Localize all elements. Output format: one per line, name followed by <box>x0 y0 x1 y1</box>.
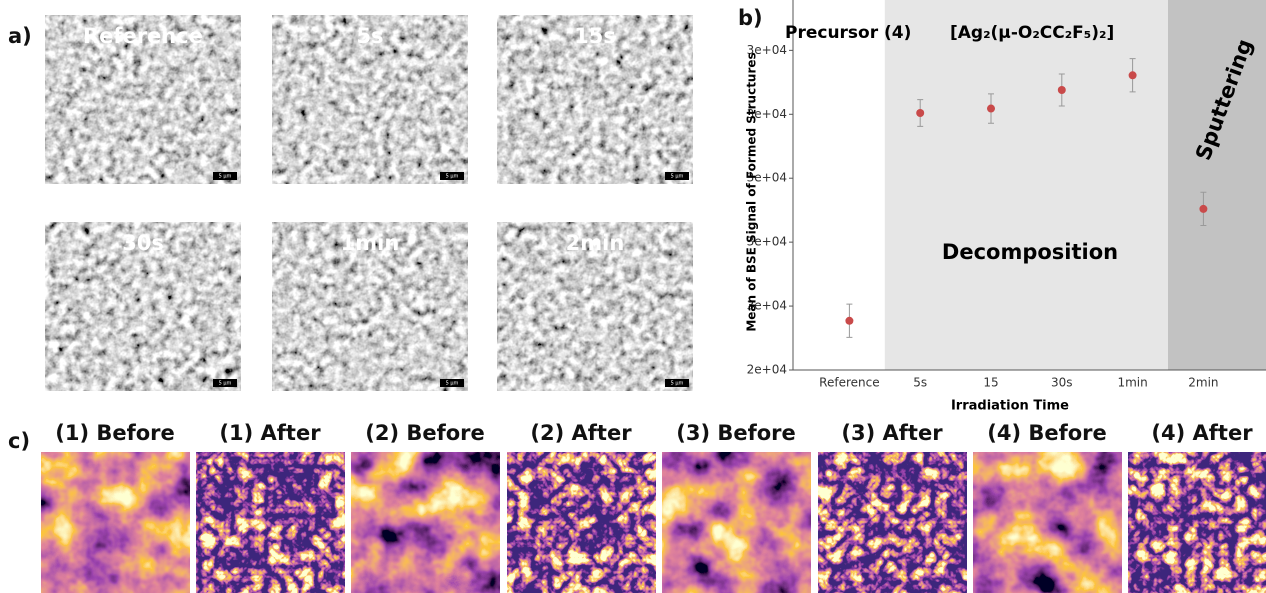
annotation: Decomposition <box>942 240 1118 264</box>
y-tick-label: 2e+04 <box>747 363 787 377</box>
scale-bar-box <box>440 172 464 180</box>
sem-texture <box>497 222 693 391</box>
scale-bar-box <box>213 172 237 180</box>
scale-bar-box <box>213 379 237 387</box>
y-tick-label: 3e+04 <box>747 171 787 185</box>
sem-image: 5 μm Reference <box>45 15 241 184</box>
y-tick-label: 3e+04 <box>747 43 787 57</box>
scale-bar-label: 5 μm <box>671 381 684 387</box>
decomposition-region <box>884 0 1168 370</box>
sputtering-region <box>1168 0 1266 370</box>
image-title: (4) After <box>1151 421 1253 445</box>
y-tick-label: 3e+04 <box>747 107 787 121</box>
x-tick-label: 2min <box>1188 376 1218 390</box>
heatmap-image <box>196 452 345 593</box>
image-title: (3) Before <box>676 421 796 445</box>
x-tick-label: 1min <box>1117 376 1147 390</box>
image-title: (1) Before <box>55 421 175 445</box>
y-tick-label: 3e+04 <box>747 299 787 313</box>
heatmap-image <box>507 452 656 593</box>
panel-label: b) <box>738 6 763 30</box>
image-label: Reference <box>83 24 203 48</box>
x-tick-label: Reference <box>819 376 879 390</box>
data-point <box>1128 71 1137 80</box>
sem-image: 5 μm 2min <box>497 222 693 391</box>
heatmap-image <box>1128 452 1266 593</box>
panel-label: a) <box>8 24 32 48</box>
image-title: (2) After <box>530 421 632 445</box>
sem-image: 5 μm 30s <box>45 222 241 391</box>
x-tick-label: 5s <box>913 376 927 390</box>
sem-image: 5 μm 5s <box>272 15 468 184</box>
image-label: 5s <box>356 24 383 48</box>
y-tick-label: 3e+04 <box>747 235 787 249</box>
sem-image: 5 μm 1min <box>272 222 468 391</box>
scale-bar-box <box>440 379 464 387</box>
image-title: (4) Before <box>987 421 1107 445</box>
data-point <box>1057 85 1066 94</box>
sem-texture <box>45 222 241 391</box>
x-tick-label: 30s <box>1051 376 1073 390</box>
scale-bar-label: 5 μm <box>219 381 232 387</box>
data-point <box>845 316 854 325</box>
image-title: (3) After <box>841 421 943 445</box>
sem-texture <box>272 222 468 391</box>
scale-bar-label: 5 μm <box>446 381 459 387</box>
panel-label: c) <box>8 429 30 453</box>
heatmap-image <box>662 452 811 593</box>
heatmap-image <box>818 452 967 593</box>
data-point <box>1199 204 1208 213</box>
heatmap-image <box>351 452 500 593</box>
scale-bar-box <box>665 172 689 180</box>
scale-bar-label: 5 μm <box>446 174 459 180</box>
image-title: (1) After <box>219 421 321 445</box>
image-label: 1min <box>341 231 400 255</box>
scale-bar-box <box>665 379 689 387</box>
chart-title: Precursor (4) <box>785 23 911 43</box>
sem-texture <box>497 15 693 184</box>
heatmap-image <box>973 452 1122 593</box>
heatmap-image <box>41 452 190 593</box>
image-label: 2min <box>566 231 625 255</box>
sem-image: 5 μm 15s <box>497 15 693 184</box>
x-axis-label: Irradiation Time <box>951 399 1069 414</box>
image-label: 30s <box>122 231 164 255</box>
y-axis-label: Mean of BSE Signal of Formed Structures <box>745 52 759 331</box>
data-point <box>916 109 925 118</box>
chart-subtitle: [Ag₂(μ-O₂CC₂F₅)₂] <box>950 23 1114 43</box>
data-point <box>987 104 995 113</box>
scale-bar-label: 5 μm <box>671 174 684 180</box>
sem-texture <box>45 15 241 184</box>
sem-texture <box>272 15 468 184</box>
image-title: (2) Before <box>365 421 485 445</box>
image-label: 15s <box>574 24 616 48</box>
x-tick-label: 15 <box>983 376 998 390</box>
scale-bar-label: 5 μm <box>219 174 232 180</box>
